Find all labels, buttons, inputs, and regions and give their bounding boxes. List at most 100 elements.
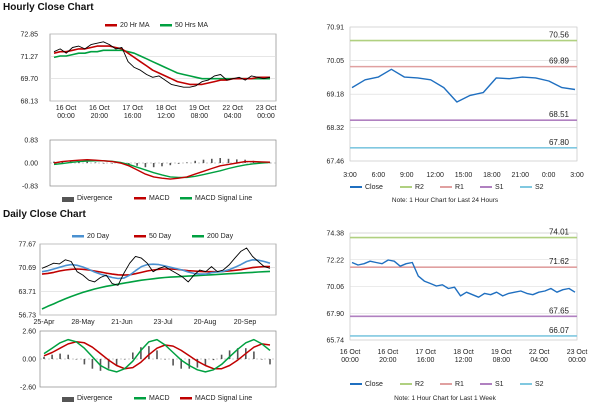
daily-price-xtick-2: 21-Jun	[111, 319, 133, 326]
daily-divergence-bar-4	[75, 359, 78, 360]
daily-levels-xtick2-0: 00:00	[341, 357, 359, 364]
daily-divergence-bar-14	[156, 350, 158, 359]
hourly-price-xtick-0: 16 Oct	[56, 105, 77, 112]
hourly-divergence-bar-19	[211, 158, 213, 163]
hourly-levels-xtick-6: 21:00	[511, 172, 529, 179]
hourly-levels-level-label-S2: 67.80	[549, 138, 570, 147]
hourly-divergence-bar-10	[136, 163, 138, 166]
hourly-legend-ma50-label: 50 Hrs MA	[175, 22, 208, 29]
daily-divergence-bar-12	[140, 347, 142, 359]
daily-divergence-bar-1	[51, 354, 53, 359]
hourly-macd-ytick-1: 0.00	[24, 161, 38, 168]
hourly-macd-line	[53, 158, 271, 180]
hourly-divergence-bar-4	[86, 161, 88, 163]
hourly-price-xtick2-4: 08:00	[191, 113, 209, 120]
daily-levels-xtick2-6: 00:00	[568, 357, 586, 364]
hourly-price-xtick2-6: 00:00	[257, 113, 275, 120]
daily-signal-line	[43, 341, 271, 370]
daily-legend-signal-swatch	[180, 397, 192, 400]
hourly-divergence-bar-15	[177, 163, 180, 164]
daily-20day-line	[41, 258, 271, 280]
hourly-price-xtick2-5: 04:00	[224, 113, 242, 120]
hourly-divergence-bar-7	[111, 163, 113, 164]
hourly-macd-ytick-2: -0.83	[22, 184, 38, 191]
daily-divergence-bar-6	[91, 359, 94, 369]
daily-legend-50day-label: 50 Day	[149, 233, 172, 240]
hourly-levels-xtick-8: 3:00	[570, 172, 584, 179]
hourly-levels-xtick-2: 9:00	[400, 172, 414, 179]
hourly-legend-ma50-swatch	[160, 24, 172, 27]
daily-divergence-bar-21	[212, 359, 215, 361]
hourly-price-xtick2-1: 20:00	[91, 113, 109, 120]
daily-price-ytick-0: 77.67	[18, 242, 36, 249]
daily-levels-legend-s1-label: S1	[495, 381, 504, 388]
daily-200day-line	[41, 270, 271, 310]
daily-levels-level-label-R2: 74.01	[549, 228, 570, 237]
daily-levels-xtick-6: 23 Oct	[567, 349, 588, 356]
daily-price-ytick-3: 56.73	[18, 313, 36, 320]
daily-legend-20day-swatch	[72, 235, 84, 238]
hourly-levels-xtick-5: 18:00	[483, 172, 501, 179]
daily-section-title: Daily Close Chart	[3, 209, 86, 220]
hourly-price-ytick-2: 69.70	[20, 76, 38, 83]
hourly-divergence-bar-17	[194, 160, 196, 163]
daily-legend-signal-label: MACD Signal Line	[195, 395, 252, 402]
hourly-divergence-bar-14	[169, 163, 172, 166]
hourly-divergence-bar-22	[236, 159, 238, 163]
hourly-price-xtick2-2: 16:00	[124, 113, 142, 120]
daily-divergence-bar-0	[43, 356, 45, 359]
hourly-levels-legend-s2-swatch	[520, 186, 532, 188]
hourly-price-xtick2-0: 00:00	[57, 113, 75, 120]
daily-divergence-bar-19	[196, 359, 199, 368]
daily-macd-line	[43, 338, 271, 373]
hourly-levels-legend-r1-label: R1	[455, 184, 464, 191]
hourly-levels-legend-close-label: Close	[365, 184, 383, 191]
hourly-price-ytick-0: 72.85	[20, 32, 38, 39]
daily-levels-legend-r2-label: R2	[415, 381, 424, 388]
daily-divergence-bar-22	[220, 354, 223, 359]
hourly-levels-level-label-R2: 70.56	[549, 31, 570, 40]
daily-divergence-bar-18	[188, 359, 191, 369]
hourly-price-xtick-3: 18 Oct	[156, 105, 177, 112]
daily-divergence-bar-28	[269, 359, 271, 365]
daily-macd-ytick-1: 0.00	[22, 357, 36, 364]
hourly-levels-legend-s2-label: S2	[535, 184, 544, 191]
hourly-levels-xtick-3: 12:00	[426, 172, 444, 179]
daily-divergence-bar-9	[115, 359, 118, 366]
hourly-price-xtick-6: 23 Oct	[256, 105, 277, 112]
daily-macd-ytick-0: 2.60	[22, 329, 36, 336]
hourly-levels-xtick-0: 3:00	[343, 172, 357, 179]
hourly-levels-legend-r2-swatch	[400, 186, 412, 188]
daily-levels-xtick-5: 22 Oct	[529, 349, 550, 356]
daily-levels-level-label-S2: 66.07	[549, 326, 570, 335]
hourly-levels-ytick-0: 70.91	[326, 25, 344, 32]
daily-legend-divergence-label: Divergence	[77, 395, 113, 402]
hourly-levels-ytick-4: 67.46	[326, 159, 344, 166]
hourly-levels-legend-s1-swatch	[480, 186, 492, 188]
hourly-levels-ytick-3: 68.32	[326, 125, 344, 132]
daily-legend-200day-swatch	[192, 235, 204, 238]
daily-legend-macd-swatch	[134, 397, 146, 400]
daily-levels-close-line	[351, 259, 576, 298]
daily-levels-legend-s2-label: S2	[535, 381, 544, 388]
daily-legend-50day-swatch	[134, 235, 146, 238]
daily-levels-xtick2-2: 16:00	[417, 357, 435, 364]
daily-price-xtick-0: 25-Apr	[33, 319, 55, 326]
daily-divergence-bar-2	[59, 353, 61, 359]
daily-levels-xtick2-4: 08:00	[493, 357, 511, 364]
daily-levels-legend-close-swatch	[350, 383, 362, 385]
daily-levels-xtick2-1: 20:00	[379, 357, 397, 364]
daily-levels-legend-s2-swatch	[520, 383, 532, 385]
daily-price-xtick-5: 20-Sep	[234, 319, 257, 326]
hourly-divergence-bar-21	[227, 158, 230, 163]
daily-levels-xtick-1: 16 Oct	[378, 349, 399, 356]
daily-levels-ytick-0: 74.38	[326, 231, 344, 238]
daily-price-frame	[39, 243, 277, 316]
daily-divergence-bar-27	[261, 359, 263, 360]
hourly-levels-xtick-1: 6:00	[372, 172, 386, 179]
daily-levels-ytick-4: 65.74	[326, 338, 344, 345]
hourly-divergence-bar-16	[186, 162, 188, 163]
hourly-price-xtick-4: 19 Oct	[189, 105, 210, 112]
daily-levels-xtick-3: 18 Oct	[453, 349, 474, 356]
